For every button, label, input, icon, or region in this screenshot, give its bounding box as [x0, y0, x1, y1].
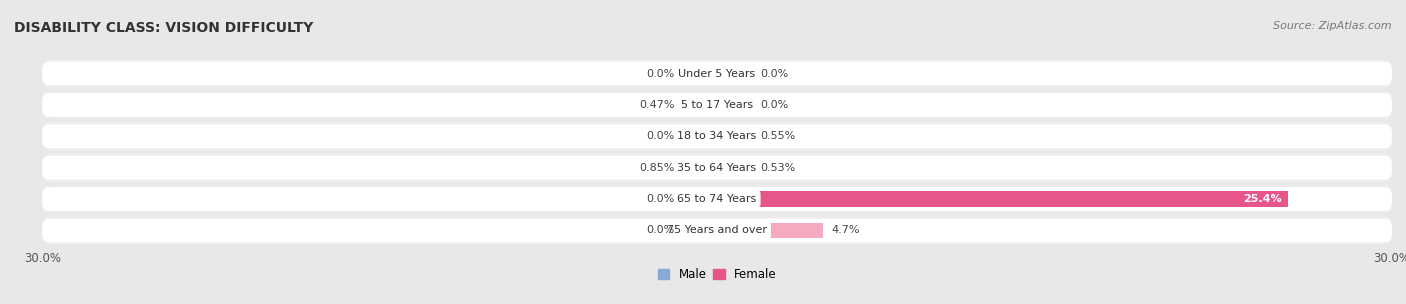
Text: 4.7%: 4.7% [832, 226, 860, 236]
Text: 0.85%: 0.85% [638, 163, 675, 173]
Text: Under 5 Years: Under 5 Years [679, 68, 755, 78]
Text: 0.0%: 0.0% [647, 194, 675, 204]
FancyBboxPatch shape [42, 216, 1392, 245]
FancyBboxPatch shape [42, 184, 1392, 214]
Text: 5 to 17 Years: 5 to 17 Years [681, 100, 754, 110]
Bar [683, 97, 717, 112]
FancyBboxPatch shape [42, 219, 1392, 242]
Bar [683, 223, 717, 238]
FancyBboxPatch shape [42, 124, 1392, 148]
Text: 75 Years and over: 75 Years and over [666, 226, 768, 236]
Bar [717, 192, 1288, 207]
FancyBboxPatch shape [42, 62, 1392, 85]
Text: 0.0%: 0.0% [759, 68, 787, 78]
FancyBboxPatch shape [42, 93, 1392, 117]
FancyBboxPatch shape [42, 59, 1392, 88]
FancyBboxPatch shape [42, 187, 1392, 211]
Text: DISABILITY CLASS: VISION DIFFICULTY: DISABILITY CLASS: VISION DIFFICULTY [14, 21, 314, 35]
Text: 25.4%: 25.4% [1243, 194, 1282, 204]
Text: 65 to 74 Years: 65 to 74 Years [678, 194, 756, 204]
Bar [717, 223, 823, 238]
FancyBboxPatch shape [42, 156, 1392, 180]
Text: 0.0%: 0.0% [647, 131, 675, 141]
Text: 0.0%: 0.0% [647, 68, 675, 78]
FancyBboxPatch shape [42, 153, 1392, 182]
Text: 0.0%: 0.0% [759, 100, 787, 110]
Text: 0.0%: 0.0% [647, 226, 675, 236]
Text: 0.55%: 0.55% [759, 131, 794, 141]
Text: 0.53%: 0.53% [759, 163, 794, 173]
Bar [717, 129, 751, 144]
Text: Source: ZipAtlas.com: Source: ZipAtlas.com [1274, 21, 1392, 31]
Legend: Male, Female: Male, Female [652, 264, 782, 286]
Text: 0.47%: 0.47% [638, 100, 675, 110]
Bar [683, 129, 717, 144]
Text: 35 to 64 Years: 35 to 64 Years [678, 163, 756, 173]
Bar [683, 192, 717, 207]
Bar [683, 160, 717, 175]
FancyBboxPatch shape [42, 90, 1392, 120]
Text: 18 to 34 Years: 18 to 34 Years [678, 131, 756, 141]
FancyBboxPatch shape [42, 122, 1392, 151]
Bar [683, 66, 717, 81]
Bar [717, 66, 751, 81]
Bar [717, 160, 751, 175]
Bar [717, 97, 751, 112]
